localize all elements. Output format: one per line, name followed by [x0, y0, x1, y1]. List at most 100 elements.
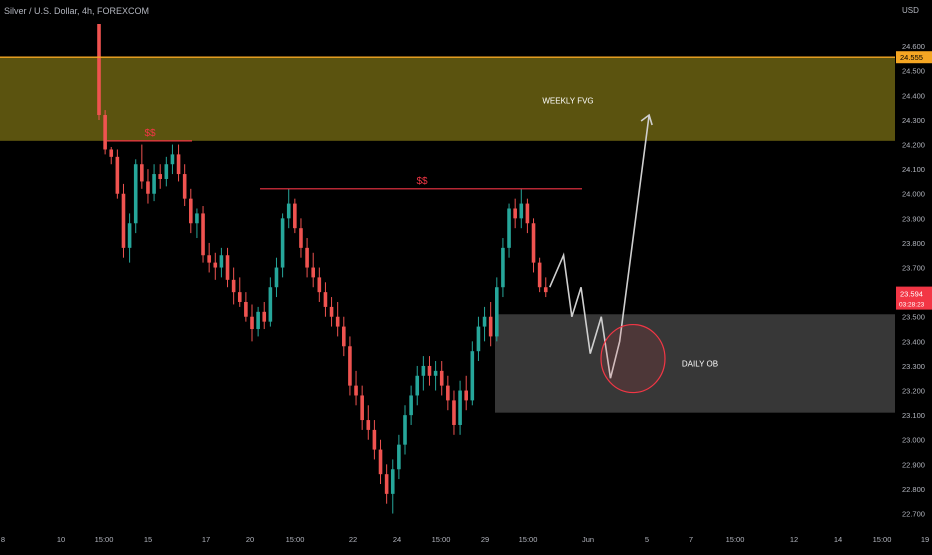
candle-body [127, 223, 132, 248]
price-tick: 23.300 [902, 362, 925, 371]
candle-body [176, 154, 181, 175]
candle-body [335, 316, 340, 327]
candle-body [507, 208, 511, 248]
price-tick: 22.900 [902, 460, 925, 469]
symbol-title: Silver / U.S. Dollar, 4h, FOREXCOM [4, 6, 150, 16]
candle-body [403, 415, 407, 445]
candle-body [482, 316, 487, 327]
price-tick: 23.700 [902, 264, 925, 273]
candle-body [470, 351, 475, 401]
time-tick: 10 [57, 535, 65, 544]
candle-body [274, 267, 279, 288]
candle-body [182, 174, 187, 199]
price-tick: 23.500 [902, 313, 925, 322]
level-price-tag [896, 51, 932, 64]
price-tick: 22.800 [902, 485, 925, 494]
price-tick: 23.400 [902, 337, 925, 346]
candle-body [213, 262, 218, 268]
price-tick: 23.000 [902, 436, 925, 445]
candle-body [262, 311, 267, 322]
candle-body [293, 203, 297, 229]
candle-body [250, 316, 254, 330]
candle-body [342, 326, 346, 347]
candle-body [384, 474, 389, 494]
time-tick: 14 [834, 535, 842, 544]
time-tick: 19 [921, 535, 929, 544]
candle-body [201, 213, 205, 256]
candle-body [231, 279, 236, 293]
candle-body [439, 370, 444, 386]
candle-body [152, 174, 156, 194]
candle-body [390, 469, 395, 494]
candle-body [537, 262, 542, 288]
target-circle [600, 323, 666, 394]
price-tick: 24.500 [902, 67, 925, 76]
candle-body [280, 218, 285, 268]
time-tick: 20 [246, 535, 254, 544]
candle-body [305, 247, 309, 268]
candle-body [323, 292, 328, 307]
liquidity-label: $$ [144, 128, 156, 139]
candle-body [452, 400, 456, 425]
time-tick: 29 [481, 535, 489, 544]
projection-path [549, 114, 650, 379]
time-tick: 12 [790, 535, 798, 544]
candle-body [237, 292, 242, 302]
price-tick: 23.800 [902, 239, 925, 248]
candle-body [244, 301, 248, 317]
price-tick: 23.100 [902, 411, 925, 420]
candle-body [268, 287, 273, 322]
price-tick: 24.200 [902, 141, 925, 150]
time-tick: 22 [349, 535, 357, 544]
candle-body [501, 247, 505, 288]
time-tick: 15:00 [726, 535, 745, 544]
time-tick: 15 [144, 535, 152, 544]
arrow-head-icon [640, 113, 653, 126]
liquidity-label: $$ [416, 176, 428, 187]
weekly-fvg-zone [0, 57, 895, 141]
candle-body [164, 164, 169, 179]
candle-body [458, 390, 462, 425]
candle-body [140, 164, 144, 182]
candle-body [378, 449, 383, 475]
daily-ob-label: DAILY OB [682, 359, 718, 368]
candle-body [195, 213, 199, 224]
time-tick: 15:00 [432, 535, 451, 544]
time-tick: 8 [1, 535, 5, 544]
candle-body [372, 429, 377, 450]
candle-body [115, 156, 120, 194]
candle-body [495, 287, 499, 337]
candle-body [354, 385, 358, 396]
candle-body [189, 198, 193, 224]
time-tick: 24 [393, 535, 401, 544]
time-tick: 15:00 [519, 535, 538, 544]
current-price-text: 23.594 [900, 290, 923, 299]
candle-body [329, 306, 334, 317]
candle-body [103, 115, 107, 150]
candle-body [543, 287, 548, 293]
time-tick: 5 [645, 535, 649, 544]
candle-body [360, 395, 364, 421]
price-axis[interactable]: 24.600 24.500 24.400 24.300 24.200 24.100 24.0… [896, 42, 932, 519]
price-tick: 24.400 [902, 91, 925, 100]
level-price-text: 24.555 [900, 53, 923, 62]
time-tick: 17 [202, 535, 210, 544]
price-tick: 24.000 [902, 190, 925, 199]
candle-body [146, 181, 150, 194]
candle-body [97, 24, 101, 116]
time-tick: 15:00 [873, 535, 892, 544]
candle-body [158, 174, 162, 179]
candle-body [525, 203, 530, 224]
time-tick: 15:00 [95, 535, 114, 544]
candle-body [133, 164, 138, 224]
candle-body [219, 255, 224, 268]
time-axis[interactable]: 8 10 15:00 15 17 20 15:00 22 24 15:00 29 15:00 Jun 5 7… [1, 535, 929, 544]
candle-body [519, 203, 524, 219]
price-tick: 24.600 [902, 42, 925, 51]
daily-ob-zone [495, 314, 895, 413]
candle-body [464, 390, 468, 401]
weekly-fvg-label: WEEKLY FVG [542, 96, 593, 105]
candle-body [256, 311, 260, 330]
